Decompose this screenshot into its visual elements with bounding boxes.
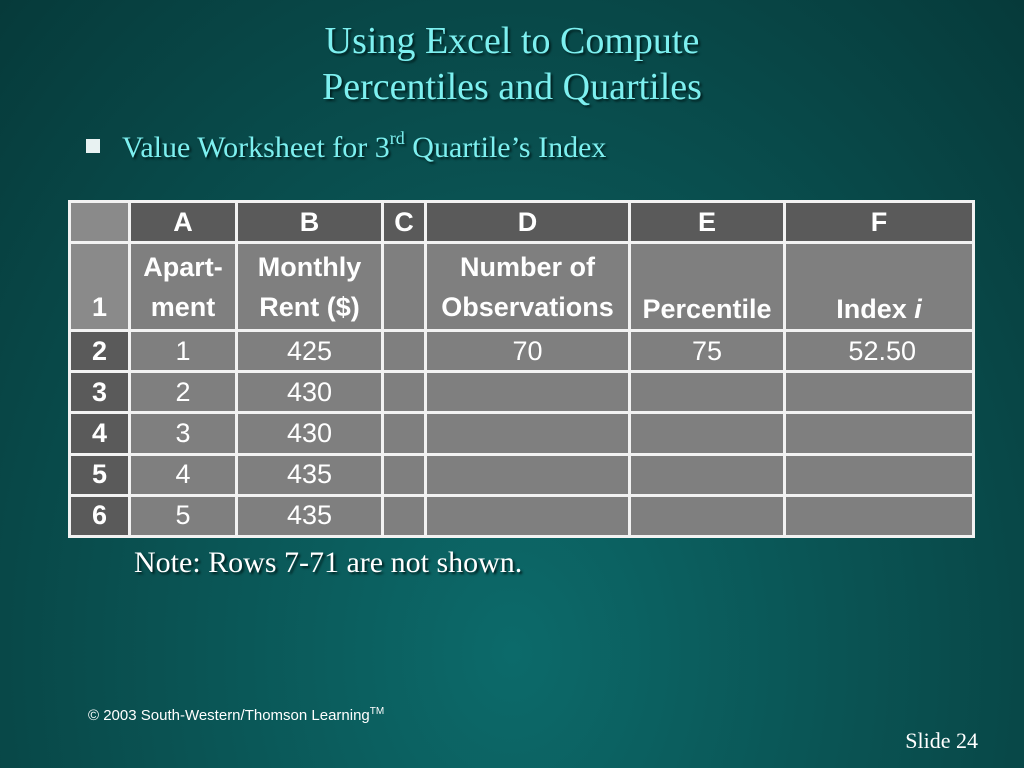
cell[interactable]: 5	[128, 493, 238, 539]
column-header-e[interactable]: E	[628, 199, 786, 245]
index-symbol: i	[914, 293, 922, 324]
slide-number: Slide 24	[905, 728, 978, 754]
table-row: 4 3 430	[68, 411, 975, 456]
cell[interactable]: 70	[424, 328, 631, 374]
table-row: 6 5 435	[68, 493, 975, 539]
cell[interactable]	[628, 411, 786, 456]
row-header[interactable]: 3	[68, 370, 131, 415]
cell[interactable]	[381, 328, 427, 374]
cell[interactable]	[424, 411, 631, 456]
slide-label: Slide	[905, 728, 951, 753]
table-row: 3 2 430	[68, 370, 975, 415]
cell[interactable]: 430	[235, 370, 384, 415]
cell-b1[interactable]: Monthly Rent ($)	[235, 241, 384, 332]
table-note: Note: Rows 7-71 are not shown.	[134, 546, 523, 579]
cell[interactable]	[783, 411, 975, 456]
column-header-a[interactable]: A	[128, 199, 238, 245]
cell[interactable]	[424, 493, 631, 539]
cell-e1[interactable]: Percentile	[628, 241, 786, 332]
slide-title: Using Excel to Compute Percentiles and Q…	[0, 18, 1024, 110]
cell[interactable]	[783, 493, 975, 539]
cell[interactable]: 52.50	[783, 328, 975, 374]
label-line: Monthly	[257, 251, 362, 282]
table-row: 5 4 435	[68, 452, 975, 497]
cell[interactable]	[381, 370, 427, 415]
cell[interactable]: 425	[235, 328, 384, 374]
cell-c1[interactable]	[381, 241, 427, 332]
label-line: Index i	[788, 289, 971, 328]
row-header[interactable]: 6	[68, 493, 131, 539]
bullet-superscript: rd	[389, 128, 405, 148]
cell-f1[interactable]: Index i	[783, 241, 975, 332]
title-line-2: Percentiles and Quartiles	[322, 66, 702, 108]
label-line: Number of	[460, 251, 595, 282]
cell-d1[interactable]: Number of Observations	[424, 241, 631, 332]
slide-number-value: 24	[956, 728, 978, 753]
row-header[interactable]: 2	[68, 328, 131, 374]
cell[interactable]: 3	[128, 411, 238, 456]
copyright-text: © 2003 South-Western/Thomson Learning	[88, 707, 370, 724]
column-header-b[interactable]: B	[235, 199, 384, 245]
bullet-item: Value Worksheet for 3rd Quartile’s Index	[86, 128, 606, 168]
table-row: 2 1 425 70 75 52.50	[68, 328, 975, 374]
cell[interactable]	[628, 493, 786, 539]
cell[interactable]: 1	[128, 328, 238, 374]
bullet-text-start: Value Worksheet for 3	[122, 131, 390, 164]
column-header-f[interactable]: F	[783, 199, 975, 245]
label-line: Observations	[441, 291, 614, 322]
title-line-1: Using Excel to Compute	[324, 20, 700, 62]
cell-a1[interactable]: Apart-ment	[128, 241, 238, 332]
cell[interactable]: 4	[128, 452, 238, 497]
corner-cell[interactable]	[68, 199, 131, 245]
label-line: Percentile	[642, 293, 772, 324]
column-header-row: A B C D E F	[68, 199, 975, 245]
row-header[interactable]: 4	[68, 411, 131, 456]
row-header[interactable]: 5	[68, 452, 131, 497]
index-label: Index	[836, 293, 915, 324]
label-line: Rent ($)	[259, 291, 360, 322]
column-header-d[interactable]: D	[424, 199, 631, 245]
cell[interactable]	[628, 370, 786, 415]
cell[interactable]	[783, 370, 975, 415]
worksheet-table: A B C D E F 1 Apart-ment Monthly Rent ($)…	[68, 199, 975, 539]
label-line: Apart-	[143, 251, 223, 282]
cell[interactable]	[628, 452, 786, 497]
cell[interactable]: 435	[235, 493, 384, 539]
square-bullet-icon	[86, 139, 100, 153]
cell[interactable]: 430	[235, 411, 384, 456]
label-line: ment	[150, 291, 216, 322]
cell[interactable]	[381, 411, 427, 456]
row-header-1[interactable]: 1	[68, 241, 131, 332]
cell[interactable]: 435	[235, 452, 384, 497]
cell[interactable]	[381, 452, 427, 497]
trademark-mark: TM	[369, 706, 385, 717]
cell[interactable]	[783, 452, 975, 497]
cell[interactable]	[424, 370, 631, 415]
copyright-notice: © 2003 South-Western/Thomson LearningTM	[88, 706, 384, 724]
column-header-c[interactable]: C	[381, 199, 427, 245]
cell[interactable]: 75	[628, 328, 786, 374]
cell[interactable]: 2	[128, 370, 238, 415]
cell[interactable]	[424, 452, 631, 497]
table-row: 1 Apart-ment Monthly Rent ($) Number of Ob…	[68, 241, 975, 332]
cell[interactable]	[381, 493, 427, 539]
bullet-text-end: Quartile’s Index	[404, 131, 607, 164]
